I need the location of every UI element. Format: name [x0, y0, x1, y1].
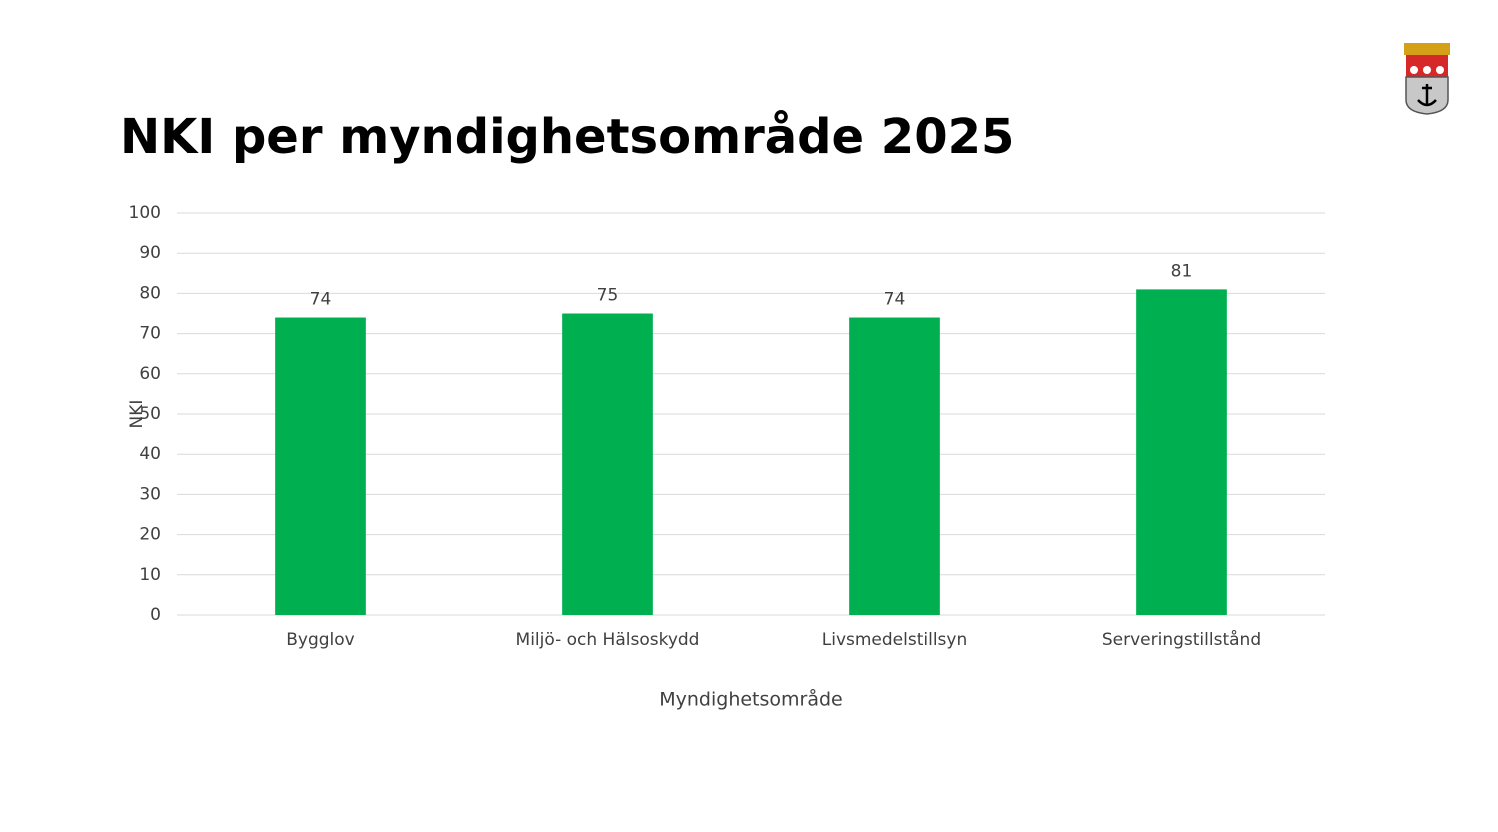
y-tick-label: 0	[150, 605, 161, 625]
bar	[849, 317, 940, 615]
x-tick-label: Miljö- och Hälsoskydd	[516, 630, 700, 650]
data-label: 75	[597, 286, 619, 306]
y-tick-label: 80	[139, 283, 161, 303]
y-tick-label: 70	[139, 324, 161, 344]
y-tick-label: 10	[139, 565, 161, 585]
chart-title: NKI per myndighetsområde 2025	[120, 109, 1014, 165]
y-tick-label: 20	[139, 525, 161, 545]
bar	[1136, 289, 1227, 615]
x-tick-label: Livsmedelstillsyn	[822, 630, 968, 650]
data-label: 81	[1171, 261, 1193, 281]
y-tick-label: 100	[129, 203, 161, 223]
y-tick-label: 60	[139, 364, 161, 384]
coat-of-arms	[1404, 43, 1450, 115]
data-label: 74	[310, 290, 332, 310]
y-tick-label: 90	[139, 243, 161, 263]
y-tick-label: 40	[139, 444, 161, 464]
bar	[562, 313, 653, 615]
y-tick-label: 50	[139, 404, 161, 424]
bar	[275, 317, 366, 615]
x-tick-label: Serveringstillstånd	[1102, 629, 1261, 650]
x-tick-label: Bygglov	[286, 630, 355, 650]
x-axis-title: Myndighetsområde	[659, 688, 843, 711]
y-tick-label: 30	[139, 484, 161, 504]
y-axis-title: NKI	[127, 400, 147, 429]
data-label: 74	[884, 290, 906, 310]
